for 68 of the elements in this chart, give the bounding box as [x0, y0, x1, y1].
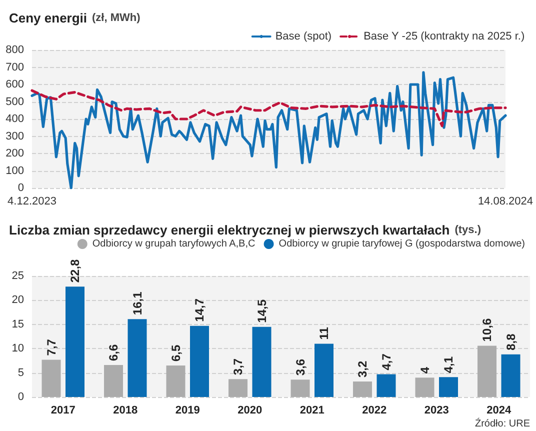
bar: [190, 326, 209, 397]
y-tick-label: 0: [18, 182, 24, 194]
y-tick-label: 25: [12, 270, 24, 282]
legend-label: Base (spot): [275, 30, 332, 42]
x-tick-label: 2024: [486, 404, 512, 416]
bar: [66, 286, 84, 397]
x-tick-label: 2019: [175, 404, 200, 416]
legend-label: Odbiorcy w grupie taryfowej G (gospodarstwa domowe): [278, 238, 526, 250]
bar: [42, 360, 61, 397]
bar: [415, 378, 434, 397]
x-tick-label: 2017: [50, 404, 76, 416]
line-series: [30, 71, 507, 190]
bar: [252, 326, 272, 397]
data-label: 4,1: [442, 356, 456, 374]
data-label: 3,7: [231, 358, 245, 376]
x-tick-label: 2022: [362, 404, 387, 416]
y-tick-label: 400: [6, 113, 24, 125]
bar: [501, 354, 520, 397]
data-label: 3,2: [356, 360, 370, 378]
data-label: 4: [418, 366, 432, 374]
x-tick-label: 2018: [113, 404, 138, 416]
data-label: 16,1: [130, 291, 144, 316]
data-label: 6,6: [106, 344, 120, 362]
y-tick-label: 800: [6, 44, 24, 56]
chart-title: Liczba zmian sprzedawcy energii elektrycznej w pierwszych kwartałach: [9, 222, 450, 238]
data-label: 8,8: [504, 333, 518, 350]
y-tick-label: 700: [6, 61, 24, 74]
y-tick-label: 0: [18, 391, 24, 403]
y-tick-label: 500: [6, 96, 24, 108]
x-tick-label: 2023: [424, 404, 449, 416]
data-label: 3,6: [293, 358, 308, 376]
x-tick-label: 4.12.2023: [8, 196, 56, 208]
bar: [478, 346, 496, 397]
y-tick-label: 20: [12, 294, 24, 306]
y-tick-label: 100: [6, 164, 24, 177]
data-label: 6,5: [168, 344, 183, 362]
bar: [353, 382, 372, 397]
bar: [228, 379, 248, 397]
data-label: 7,7: [44, 338, 58, 356]
data-label: 10,6: [480, 318, 494, 342]
x-tick-label: 14.08.2024: [478, 196, 534, 208]
y-tick-label: 300: [6, 130, 24, 142]
data-label: 4,7: [379, 353, 394, 370]
text: Źródło: URE: [474, 418, 530, 430]
data-label: 22,8: [68, 258, 82, 283]
chart-subtitle: (zł, MWh): [92, 12, 141, 24]
y-tick-label: 15: [12, 318, 24, 330]
data-label: 14,5: [254, 299, 269, 323]
y-tick-label: 5: [18, 366, 24, 379]
chart-subtitle: (tys.): [454, 224, 482, 236]
x-tick-label: 2020: [238, 404, 262, 416]
data-label: 14,7: [192, 298, 206, 322]
bar: [376, 374, 396, 397]
data-label: 11: [317, 326, 331, 340]
x-tick-label: 2021: [300, 404, 324, 416]
y-tick-label: 200: [6, 148, 24, 160]
bar: [290, 380, 310, 397]
bar: [104, 365, 123, 397]
legend-label: Base Y -25 (kontrakty na 2025 r.): [364, 30, 525, 42]
chart-title: Ceny energii: [9, 10, 88, 26]
bar: [166, 366, 186, 397]
bar: [314, 344, 334, 397]
y-tick-label: 600: [6, 78, 24, 90]
legend-label: Odbiorcy w grupah taryfowych A,B,C: [92, 238, 256, 250]
line-series: [30, 89, 507, 128]
bar: [439, 377, 458, 397]
bar: [128, 319, 147, 397]
y-tick-label: 10: [12, 342, 24, 355]
